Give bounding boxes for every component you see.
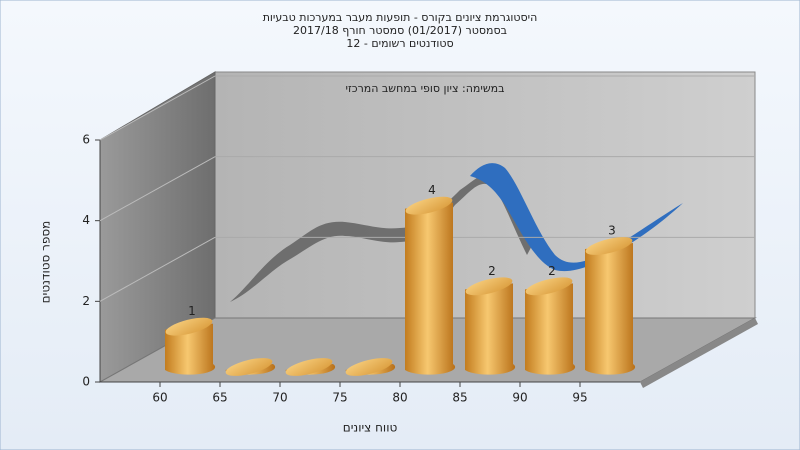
x-tick-label: 75 (332, 391, 347, 405)
value-label: 1 (188, 304, 196, 318)
y-tick-label: 6 (82, 133, 90, 147)
grid-line (99, 156, 216, 222)
grid-line (99, 75, 216, 141)
x-tick-label: 90 (512, 391, 527, 405)
grid-line (99, 236, 216, 302)
chart-subtitle: במשימה: ציון סופי במחשב המרכזי (345, 82, 504, 95)
bar (465, 277, 516, 375)
value-label: 3 (608, 224, 616, 238)
bar (525, 277, 576, 375)
bar (345, 358, 396, 376)
bar (585, 237, 636, 375)
value-label: 2 (548, 264, 556, 278)
y-tick-label: 0 (82, 375, 90, 389)
value-label: 2 (488, 264, 496, 278)
floor-edge (640, 318, 758, 388)
x-axis-label: טווח ציונים (343, 421, 398, 435)
x-tick-label: 85 (452, 391, 467, 405)
chart-title: היסטוגרמת ציונים בקורס - תופעות מעבר במע… (263, 11, 538, 24)
x-tick-label: 80 (392, 391, 407, 405)
bar (225, 358, 276, 376)
chart-title: סטודנטים רשומים - 12 (346, 37, 453, 50)
chart-title: בסמסטר (01/2017) סמסטר חורף 2017/18 (293, 24, 507, 37)
x-tick-label: 60 (152, 391, 167, 405)
value-label: 4 (428, 183, 436, 197)
x-tick-label: 95 (572, 391, 587, 405)
x-tick-label: 65 (212, 391, 227, 405)
bar (165, 317, 216, 375)
y-tick-label: 4 (82, 213, 90, 227)
trend-ribbon (470, 163, 683, 272)
y-axis-label: מספר סטודנטים (39, 221, 53, 304)
x-tick-label: 70 (272, 391, 287, 405)
y-tick-label: 2 (82, 294, 90, 308)
bar (285, 358, 336, 376)
bar (405, 196, 456, 375)
